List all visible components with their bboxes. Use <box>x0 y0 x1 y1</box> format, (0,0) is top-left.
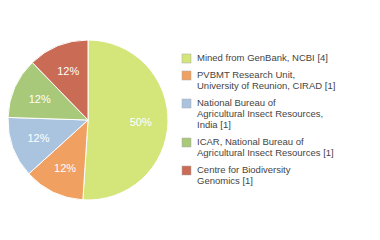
data-label: 12% <box>27 132 49 144</box>
legend-item: National Bureau ofAgricultural Insect Re… <box>182 97 323 130</box>
legend-item: Centre for BiodiversityGenomics [1] <box>182 164 291 186</box>
data-labels: 50% 12% 12% 12% 12% <box>27 65 152 174</box>
legend-swatch <box>182 138 191 147</box>
chart-svg: 50% 12% 12% 12% 12% Mined from GenBank, NCBI … <box>0 0 380 240</box>
data-label: 50% <box>130 116 152 128</box>
legend-label: Mined from GenBank, NCBI [4] <box>197 52 328 63</box>
legend-item: PVBMT Research Unit,University of Reunio… <box>182 69 335 91</box>
legend-item: ICAR, National Bureau ofAgricultural Ins… <box>182 136 334 158</box>
pie-slice <box>83 40 168 200</box>
pie-slice <box>8 117 88 173</box>
data-label: 12% <box>29 93 51 105</box>
legend-swatch <box>182 71 191 80</box>
pie-slice <box>32 40 88 120</box>
chart-container: 50% 12% 12% 12% 12% Mined from GenBank, NCBI … <box>0 0 380 240</box>
legend-label: ICAR, National Bureau ofAgricultural Ins… <box>197 136 334 158</box>
pie <box>8 40 168 200</box>
legend-label: PVBMT Research Unit,University of Reunio… <box>197 69 335 91</box>
legend-swatch <box>182 99 191 108</box>
legend-swatch <box>182 166 191 175</box>
legend-swatch <box>182 54 191 63</box>
legend-label: Centre for BiodiversityGenomics [1] <box>197 164 291 186</box>
legend: Mined from GenBank, NCBI [4] PVBMT Resear… <box>182 52 335 186</box>
data-label: 12% <box>57 65 79 77</box>
legend-label: National Bureau ofAgricultural Insect Re… <box>197 97 323 130</box>
data-label: 12% <box>54 162 76 174</box>
legend-item: Mined from GenBank, NCBI [4] <box>182 52 328 63</box>
